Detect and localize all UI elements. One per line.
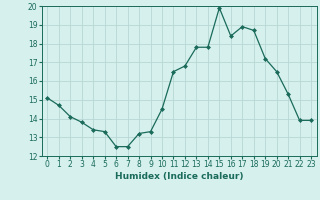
X-axis label: Humidex (Indice chaleur): Humidex (Indice chaleur)	[115, 172, 244, 181]
